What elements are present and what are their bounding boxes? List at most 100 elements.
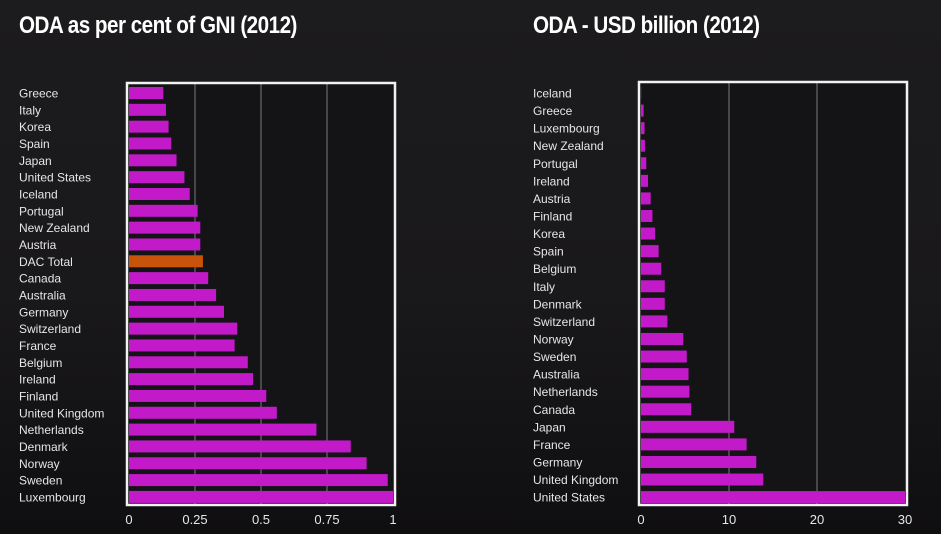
bar-japan <box>641 420 735 433</box>
bar-iceland <box>129 187 190 200</box>
bar-korea <box>641 227 656 240</box>
bar-greece <box>129 87 164 99</box>
bar-denmark <box>641 297 665 310</box>
chart-oda-usd: Iceland Greece Luxembourg New Zealand Portug… <box>533 80 912 527</box>
bar-united-states <box>641 491 905 504</box>
x-tick-label: 0.5 <box>252 512 270 527</box>
bar-united-states <box>129 171 185 184</box>
category-label: DAC Total <box>19 255 73 269</box>
category-label: Netherlands <box>19 423 84 437</box>
bar-united-kingdom <box>641 473 764 486</box>
bar-japan <box>129 154 177 167</box>
category-label: Belgium <box>533 262 576 276</box>
category-label: Switzerland <box>19 322 81 336</box>
category-label: Norway <box>533 332 574 346</box>
bar-germany <box>641 455 757 468</box>
category-label: Luxembourg <box>533 122 600 136</box>
category-label: Italy <box>19 103 41 117</box>
category-label: New Zealand <box>19 221 90 235</box>
category-label: Denmark <box>19 440 69 454</box>
category-label: Austria <box>533 192 571 206</box>
category-label: Australia <box>19 288 66 302</box>
category-label: Sweden <box>533 350 576 364</box>
category-label: Sweden <box>19 474 62 488</box>
category-label: Japan <box>533 420 566 434</box>
category-label: United Kingdom <box>533 473 618 487</box>
x-tick-label: 0 <box>125 512 132 527</box>
bar-germany <box>129 305 225 318</box>
bar-sweden <box>641 350 687 363</box>
bar-france <box>129 339 235 352</box>
x-tick-label: 20 <box>810 512 824 527</box>
bar-spain <box>641 245 659 258</box>
bar-new-zealand <box>641 139 645 152</box>
chart-title-usd: ODA - USD billion (2012) <box>533 12 760 39</box>
x-tick-label: 0.75 <box>314 512 339 527</box>
bar-luxembourg <box>641 122 645 135</box>
category-label: Switzerland <box>533 315 595 329</box>
bar-finland <box>129 389 267 402</box>
category-label: United States <box>533 491 605 505</box>
bar-norway <box>129 457 367 470</box>
chart-title-gni: ODA as per cent of GNI (2012) <box>19 12 297 39</box>
category-label: Norway <box>19 457 60 471</box>
bar-united-kingdom <box>129 406 277 419</box>
category-label: Italy <box>533 280 555 294</box>
category-label: Portugal <box>19 204 64 218</box>
bar-finland <box>641 209 653 222</box>
category-label: Austria <box>19 238 57 252</box>
category-label: Ireland <box>19 373 56 387</box>
category-label: Iceland <box>19 187 58 201</box>
bar-switzerland <box>129 322 238 335</box>
category-label: Denmark <box>533 297 583 311</box>
category-label: Korea <box>19 120 51 134</box>
category-label: Japan <box>19 154 52 168</box>
category-label: Greece <box>533 104 573 118</box>
category-label: United States <box>19 171 91 185</box>
category-label: Greece <box>19 87 59 101</box>
category-label: Belgium <box>19 356 62 370</box>
bar-austria <box>129 238 201 251</box>
category-label: Korea <box>533 227 565 241</box>
bar-spain <box>129 137 172 150</box>
category-label: Canada <box>533 403 575 417</box>
x-tick-label: 1 <box>389 512 396 527</box>
bar-norway <box>641 332 684 345</box>
x-tick-label: 30 <box>898 512 912 527</box>
bar-belgium <box>641 262 662 275</box>
bar-italy <box>641 280 665 293</box>
bar-switzerland <box>641 315 668 328</box>
plot-area <box>639 82 907 505</box>
category-label: Portugal <box>533 157 578 171</box>
bar-greece <box>641 104 644 117</box>
bar-australia <box>641 368 689 381</box>
bar-new-zealand <box>129 221 201 234</box>
category-label: Germany <box>19 305 68 319</box>
bar-dac-total <box>129 255 203 268</box>
bar-luxembourg <box>129 490 393 503</box>
category-label: Luxembourg <box>19 490 86 504</box>
bar-netherlands <box>641 385 690 398</box>
bar-italy <box>129 103 166 116</box>
chart-oda-gni: Greece Italy Korea Spain Japan United States I… <box>19 81 397 527</box>
category-label: Spain <box>533 245 564 259</box>
bar-netherlands <box>129 423 317 436</box>
category-label: Ireland <box>533 174 570 188</box>
category-label: United Kingdom <box>19 406 104 420</box>
bar-ireland <box>641 174 649 187</box>
bar-portugal <box>129 204 198 217</box>
bar-sweden <box>129 474 388 487</box>
bar-australia <box>129 288 217 301</box>
category-label: France <box>19 339 57 353</box>
plot-frame <box>637 80 909 507</box>
category-label: Germany <box>533 455 582 469</box>
x-tick-label: 0 <box>637 512 644 527</box>
x-tick-label: 10 <box>722 512 736 527</box>
category-label: Finland <box>533 209 572 223</box>
bar-canada <box>129 272 209 285</box>
bar-belgium <box>129 356 248 369</box>
category-label: Spain <box>19 137 50 151</box>
category-label: Netherlands <box>533 385 598 399</box>
plot-frame <box>125 81 397 507</box>
